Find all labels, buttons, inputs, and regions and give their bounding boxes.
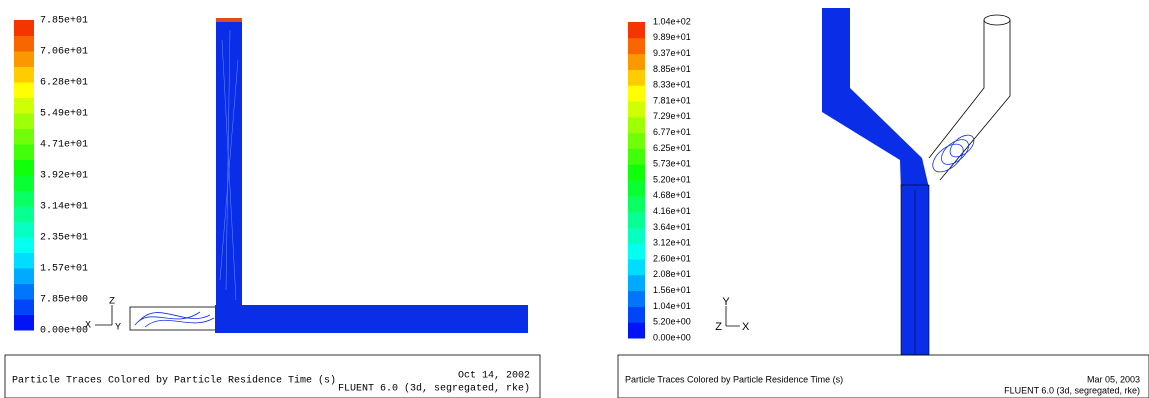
colorbar-block [14,144,34,160]
colorbar-block [628,148,645,164]
colorbar-block [628,69,645,85]
colorbar-block [628,275,645,291]
colorbar-block [628,212,645,228]
colorbar-block [628,54,645,70]
colorbar-block [628,196,645,212]
caption: Particle Traces Colored by Particle Resi… [625,374,843,384]
colorbar-label: 6.28e+01 [40,78,88,89]
colorbar-block [14,98,34,114]
colorbar-block [628,306,645,322]
colorbar-block [14,20,34,36]
colorbar-block [628,243,645,259]
colorbar-block [628,164,645,180]
right-geometry [822,8,1010,355]
colorbar-label: 9.89e+01 [653,32,691,42]
colorbar-block [14,237,34,253]
colorbar-label: 7.81e+01 [653,95,691,105]
colorbar-block [14,206,34,222]
axis-label: Z [109,297,115,308]
colorbar-block [14,315,34,331]
colorbar-block [14,299,34,315]
colorbar-label: 5.73e+01 [653,159,691,169]
colorbar-label: 6.77e+01 [653,127,691,137]
colorbar-block [14,160,34,176]
colorbar-label: 1.57e+01 [40,264,88,275]
colorbar-label: 9.37e+01 [653,48,691,58]
screenshot: Particle Traces Colored by Particle Resi… [0,0,1149,398]
colorbar-label: 5.49e+01 [40,109,88,120]
colorbar-label: 1.56e+01 [653,285,691,295]
colorbar-label: 5.20e+00 [653,317,691,327]
colorbar-label: 3.92e+01 [40,171,88,182]
colorbar-label: 6.25e+01 [653,143,691,153]
colorbar-block [14,253,34,269]
colorbar-block [628,322,645,338]
colorbar-label: 7.85e+01 [40,16,88,27]
colorbar-block [628,227,645,243]
colorbar-block [628,101,645,117]
date: Mar 05, 2003 [1087,374,1140,384]
colorbar-label: 4.68e+01 [653,190,691,200]
colorbar-block [14,82,34,98]
colorbar-label: 3.12e+01 [653,238,691,248]
colorbar-block [14,191,34,207]
colorbar-label: 1.04e+01 [653,301,691,311]
date: Oct 14, 2002 [458,371,530,382]
caption: Particle Traces Colored by Particle Resi… [12,375,336,387]
colorbar-block [14,51,34,67]
colorbar-block [14,268,34,284]
colorbar-label: 0.00e+00 [653,332,691,342]
colorbar-block [14,129,34,145]
colorbar-block [628,117,645,133]
colorbar-block [14,113,34,129]
colorbar-label: 7.29e+01 [653,111,691,121]
axis-label: X [742,321,750,333]
axis-label: Z [715,321,722,333]
software: FLUENT 6.0 (3d, segregated, rke) [1004,385,1140,395]
colorbar-block [628,133,645,149]
left-geometry [130,18,528,333]
axis-label: Y [722,296,730,308]
software: FLUENT 6.0 (3d, segregated, rke) [338,383,530,395]
colorbar-label: 7.85e+00 [40,295,88,306]
colorbar-label: 2.35e+01 [40,233,88,244]
colorbar-label: 1.04e+02 [653,16,691,26]
colorbar-label: 7.06e+01 [40,47,88,58]
colorbar-block [628,180,645,196]
colorbar-block [14,284,34,300]
colorbar-block [628,259,645,275]
colorbar-label: 2.08e+01 [653,269,691,279]
colorbar-label: 8.85e+01 [653,64,691,74]
colorbar-block [14,36,34,52]
colorbar-block [628,85,645,101]
colorbar-label: 3.64e+01 [653,222,691,232]
colorbar-label: 4.16e+01 [653,206,691,216]
colorbar-label: 2.60e+01 [653,253,691,263]
colorbar-block [14,67,34,83]
colorbar-block [14,175,34,191]
axis-label: Y [115,323,121,334]
colorbar-label: 8.33e+01 [653,80,691,90]
colorbar-label: 0.00e+00 [40,326,88,337]
colorbar-block [628,22,645,38]
colorbar-label: 5.20e+01 [653,174,691,184]
colorbar-block [14,222,34,238]
colorbar-block [628,38,645,54]
colorbar-label: 3.14e+01 [40,202,88,213]
colorbar-block [628,291,645,307]
colorbar-label: 4.71e+01 [40,140,88,151]
